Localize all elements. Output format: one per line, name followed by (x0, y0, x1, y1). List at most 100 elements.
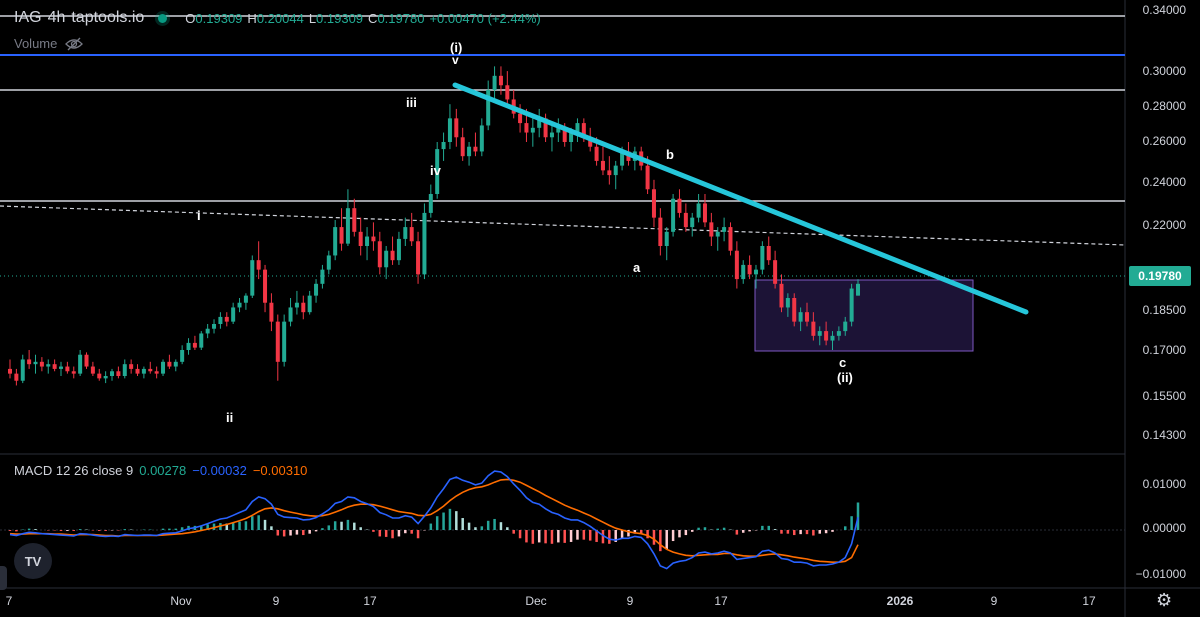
candle-body (65, 366, 70, 372)
candle-body (422, 212, 427, 275)
left-scroll-handle[interactable] (0, 566, 7, 590)
candle-body (671, 198, 676, 232)
wave-label-a[interactable]: a (633, 260, 641, 275)
candle-body (620, 151, 625, 166)
interval-label[interactable]: 4h (47, 9, 66, 26)
wave-label-i[interactable]: i (197, 208, 201, 223)
candle-body (766, 246, 771, 261)
macd-tick: 0.00000 (1142, 521, 1186, 535)
candle-body (849, 288, 854, 322)
candle-body (14, 373, 19, 381)
candle-body (339, 227, 344, 244)
wave-label-iii[interactable]: iii (406, 95, 417, 110)
dashed-trendline[interactable] (0, 205, 1126, 246)
candle-body (78, 354, 83, 374)
candle-body (486, 90, 491, 126)
candle-body (365, 236, 370, 246)
symbol-legend[interactable]: IAG 4h taptools.io O0.19309 H0.20044 L0.… (14, 9, 541, 27)
macd-legend[interactable]: MACD 12 26 close 9 0.00278 −0.00032 −0.0… (14, 463, 307, 478)
candle-body (173, 361, 178, 367)
volume-label[interactable]: Volume (14, 36, 58, 51)
price-tick: 0.18500 (1142, 303, 1186, 317)
candlestick-series (8, 66, 860, 386)
candle-body (186, 342, 191, 350)
price-tick: 0.30000 (1142, 64, 1186, 78)
wave-label-ii[interactable]: ii (226, 410, 234, 425)
candle-body (161, 361, 166, 374)
gear-icon[interactable]: ⚙ (1156, 590, 1173, 610)
candle-body (556, 127, 561, 133)
macd-tick: −0.01000 (1135, 567, 1186, 581)
macd-hist-value: −0.00310 (252, 463, 308, 478)
candle-body (243, 295, 248, 303)
wave-label-i-circled[interactable]: (i) (450, 40, 463, 55)
wave-label-v[interactable]: v (452, 53, 459, 67)
data-source[interactable]: taptools.io (71, 9, 145, 26)
eye-hidden-icon[interactable] (65, 37, 84, 51)
candle-body (607, 170, 612, 176)
candle-body (588, 137, 593, 147)
macd-settings-label[interactable]: MACD 12 26 close 9 (14, 463, 134, 478)
time-tick: Dec (525, 594, 547, 608)
price-tick: 0.28000 (1142, 99, 1186, 113)
candle-body (722, 227, 727, 232)
market-status-dot-icon[interactable] (158, 13, 168, 23)
candle-body (843, 321, 848, 332)
candle-body (377, 241, 382, 268)
candle-body (358, 231, 363, 246)
candle-body (314, 283, 319, 296)
candle-body (326, 255, 331, 270)
candle-body (518, 113, 523, 124)
candle-body (651, 189, 656, 218)
target-zone-rectangle[interactable] (754, 279, 974, 352)
symbol-name[interactable]: IAG (14, 9, 42, 26)
candle-body (103, 376, 108, 379)
candle-body (460, 137, 465, 157)
candle-body (785, 298, 790, 308)
candle-body (199, 333, 204, 348)
candle-body (734, 250, 739, 280)
candle-body (830, 335, 835, 341)
candle-body (320, 269, 325, 284)
time-tick-year: 2026 (886, 594, 914, 608)
time-tick: Nov (170, 594, 192, 608)
candle-body (180, 350, 185, 362)
candle-body (798, 312, 803, 322)
candle-body (447, 118, 452, 142)
volume-indicator-legend[interactable]: Volume (14, 36, 84, 51)
candle-body (282, 321, 287, 362)
time-tick: 7 (5, 594, 13, 608)
candle-body (384, 250, 389, 268)
descending-trendline[interactable] (452, 82, 1029, 315)
macd-value: 0.00278 (139, 463, 187, 478)
wave-label-b[interactable]: b (666, 147, 674, 162)
wave-label-ii-circled[interactable]: (ii) (837, 370, 853, 385)
candle-body (416, 241, 421, 275)
tradingview-logo-icon[interactable]: TV (14, 543, 52, 579)
candle-body (792, 298, 797, 322)
candle-body (409, 227, 414, 242)
price-tick: 0.14300 (1142, 428, 1186, 442)
candle-body (658, 217, 663, 246)
wave-label-c[interactable]: c (839, 355, 847, 370)
ohlc-change: +0.00470 (+2.44%) (429, 10, 541, 26)
candle-body (804, 312, 809, 322)
candle-body (492, 75, 497, 90)
candle-body (84, 354, 89, 367)
candle-body (760, 246, 765, 270)
candle-body (569, 132, 574, 142)
candle-body (148, 368, 153, 372)
candle-body (728, 227, 733, 251)
candle-body (473, 146, 478, 152)
candle-body (467, 146, 472, 157)
candle-body (696, 203, 701, 218)
candle-body (263, 269, 268, 303)
candle-body (562, 127, 567, 142)
wave-label-iv[interactable]: iv (430, 163, 441, 178)
candle-body (817, 331, 822, 336)
candle-body (594, 146, 599, 161)
candle-body (129, 364, 134, 369)
candle-body (524, 123, 529, 133)
candle-body (811, 321, 816, 336)
